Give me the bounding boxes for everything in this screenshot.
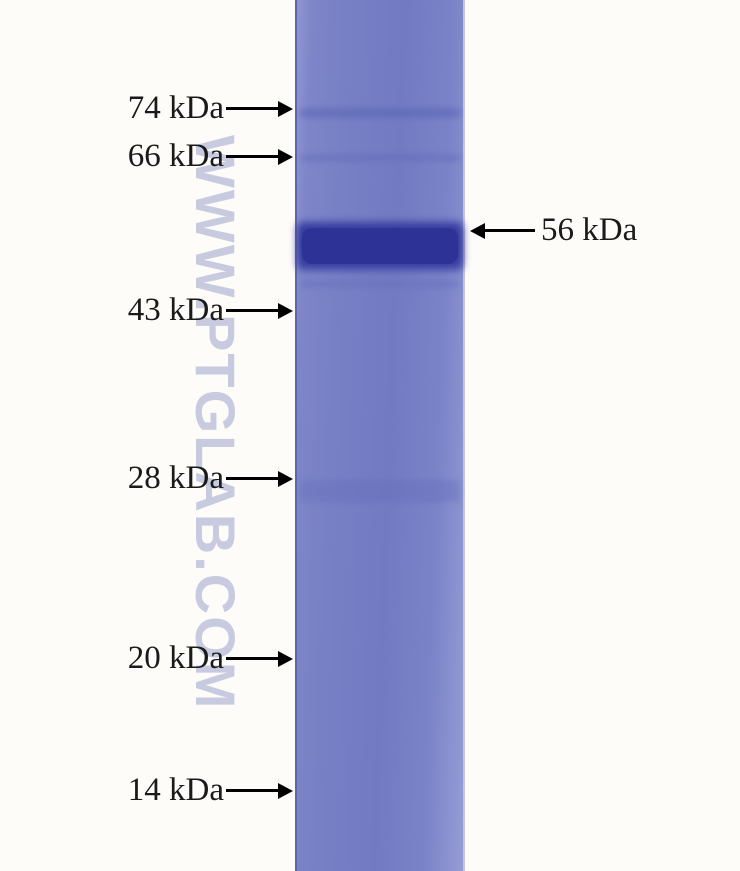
mw-marker-label: 66 kDa [128,138,224,175]
mw-marker-left: 43 kDa [128,292,293,329]
arrow-icon [226,107,278,110]
faint-band [300,480,459,502]
mw-marker-right: 56 kDa [470,212,637,249]
arrow-head-icon [278,101,293,117]
arrow-head-icon [278,149,293,165]
mw-marker-label: 20 kDa [128,640,224,677]
faint-band [300,108,459,118]
arrow-icon [226,477,278,480]
faint-band [300,280,459,288]
mw-marker-label: 14 kDa [128,772,224,809]
mw-marker-label: 43 kDa [128,292,224,329]
arrow-icon [485,229,535,232]
arrow-head-icon [470,223,485,239]
mw-marker-label: 56 kDa [541,212,637,249]
primary-protein-band-core [302,228,458,264]
arrow-icon [226,309,278,312]
mw-marker-left: 74 kDa [128,90,293,127]
faint-band [300,155,459,161]
mw-marker-left: 20 kDa [128,640,293,677]
arrow-head-icon [278,651,293,667]
arrow-icon [226,789,278,792]
mw-marker-label: 28 kDa [128,460,224,497]
mw-marker-left: 28 kDa [128,460,293,497]
arrow-head-icon [278,303,293,319]
gel-image-canvas: WWW.PTGLAB.COM 74 kDa 66 kDa 43 kDa 28 kDa 2… [0,0,740,871]
arrow-head-icon [278,783,293,799]
arrow-head-icon [278,471,293,487]
arrow-icon [226,657,278,660]
watermark-text: WWW.PTGLAB.COM [183,135,248,710]
gel-lane [295,0,465,871]
mw-marker-label: 74 kDa [128,90,224,127]
mw-marker-left: 66 kDa [128,138,293,175]
arrow-icon [226,155,278,158]
mw-marker-left: 14 kDa [128,772,293,809]
